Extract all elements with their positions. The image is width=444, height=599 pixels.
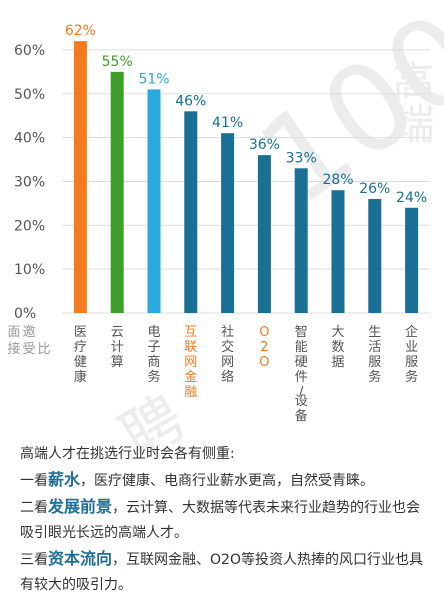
- category-label: 智能硬件/设备: [295, 325, 308, 424]
- category-label: 生活服务: [368, 325, 381, 385]
- bar: [331, 190, 345, 313]
- notes-point-3: 三看资本流向，互联网金融、O2O等投资人热捧的风口行业也具有较大的吸引力。: [20, 546, 432, 598]
- y-tick-label: 60%: [14, 43, 45, 59]
- value-labels: 62% 55% 51% 46% 41% 36% 33% 28% 26% 24%: [65, 23, 427, 206]
- point-1-prefix: 一看: [20, 473, 48, 489]
- category-label: 大数据: [331, 325, 344, 370]
- y-tick-label: 40%: [14, 131, 45, 147]
- bar-value-label: 41%: [212, 115, 243, 131]
- bar-value-label: 33%: [286, 150, 317, 166]
- bar-value-label: 55%: [102, 54, 133, 70]
- point-2-text: ，云计算、大数据等代表未来行业趋势的行业也会吸引眼光长远的高端人才。: [20, 500, 421, 541]
- bar: [368, 199, 382, 313]
- watermark-text: 高端: [386, 60, 435, 144]
- bar-value-label: 46%: [175, 93, 206, 109]
- category-label: 电子商务: [147, 325, 160, 385]
- notes-point-1: 一看薪水，医疗健康、电商行业薪水更高，自然受青睐。: [20, 467, 432, 494]
- category-label: 社交网络: [221, 324, 234, 385]
- bar: [221, 133, 235, 313]
- category-label: 云计算: [111, 325, 124, 370]
- bar: [294, 168, 308, 313]
- category-label: 互联网金融: [184, 325, 197, 400]
- bar-value-label: 51%: [138, 71, 169, 87]
- notes-point-2: 二看发展前景，云计算、大数据等代表未来行业趋势的行业也会吸引眼光长远的高端人才。: [20, 494, 432, 546]
- y-tick-label: 30%: [14, 174, 45, 190]
- y-tick-label: 0%: [14, 306, 36, 322]
- notes-intro: 高端人才在挑选行业时会各有侧重:: [20, 446, 235, 462]
- bar-value-label: 26%: [359, 181, 390, 197]
- bar: [147, 89, 161, 313]
- category-label: 企业服务: [405, 324, 418, 385]
- bar-value-label: 24%: [396, 190, 427, 206]
- bar: [405, 207, 419, 313]
- point-3-prefix: 三看: [20, 552, 48, 568]
- point-3-text: ，互联网金融、O2O等投资人热捧的风口行业也具有较大的吸引力。: [20, 552, 423, 593]
- y-axis-ticks: 0% 10% 20% 30% 40% 50% 60%: [14, 43, 45, 322]
- bar-value-label: 62%: [65, 23, 96, 39]
- point-1-keyword: 薪水: [48, 470, 81, 489]
- y-tick-label: 10%: [14, 262, 45, 278]
- category-label: 医疗健康: [74, 325, 87, 385]
- bar: [73, 41, 87, 314]
- bar: [110, 71, 124, 313]
- bar-value-label: 36%: [249, 137, 280, 153]
- point-1-text: ，医疗健康、电商行业薪水更高，自然受青睐。: [80, 473, 375, 489]
- bar-chart: 0% 10% 20% 30% 40% 50% 60% 62% 55% 51% 46% 41% 36% 3…: [7, 23, 430, 424]
- category-labels: 医疗健康 云计算 电子商务 互联网金融 社交网络 O 2 O 智能硬件/设备 大数据 生活服务 企业服…: [74, 324, 418, 424]
- bar: [257, 155, 271, 313]
- y-tick-label: 50%: [14, 87, 45, 103]
- bar-value-label: 28%: [322, 172, 353, 188]
- bar: [184, 111, 198, 313]
- bars: [73, 41, 419, 314]
- analysis-notes: 高端人才在挑选行业时会各有侧重: 一看薪水，医疗健康、电商行业薪水更高，自然受青…: [20, 442, 432, 598]
- point-3-keyword: 资本流向: [48, 549, 113, 568]
- point-2-prefix: 二看: [20, 500, 48, 516]
- y-tick-label: 20%: [14, 218, 45, 234]
- point-2-keyword: 发展前景: [48, 497, 113, 516]
- y-axis-title: 面邀接受比: [7, 325, 50, 357]
- y-axis-label: 面邀接受比: [7, 325, 50, 357]
